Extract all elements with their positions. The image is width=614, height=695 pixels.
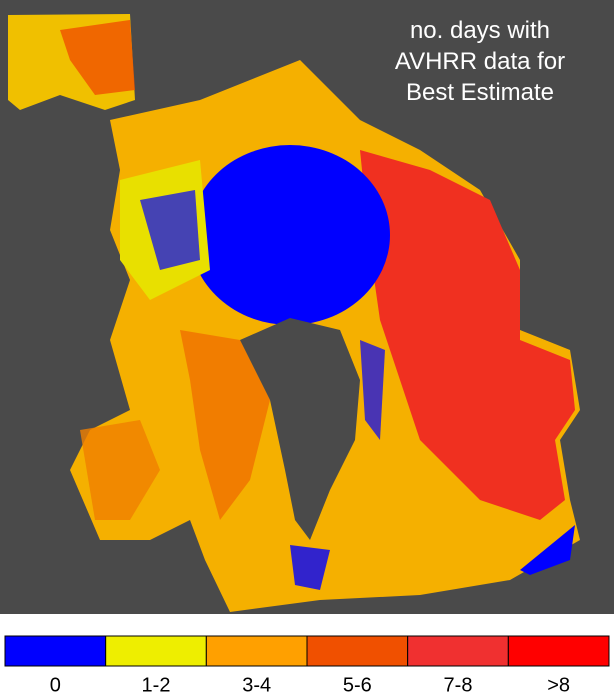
legend-label: 1-2 — [142, 674, 171, 695]
legend-label: 5-6 — [343, 674, 372, 695]
legend-swatch — [4, 635, 107, 667]
legend-swatch — [306, 635, 409, 667]
map-region — [290, 545, 330, 590]
map-region — [80, 420, 160, 520]
map-region — [140, 190, 200, 270]
legend-label: >8 — [547, 674, 570, 695]
legend: 0 1-2 3-4 5-6 7-8 >8 — [4, 635, 610, 695]
title-line: Best Estimate — [406, 79, 554, 106]
map-region — [360, 340, 385, 440]
legend-swatch — [205, 635, 308, 667]
title-line: no. days with — [410, 17, 550, 44]
map-region — [60, 20, 135, 95]
map-region — [180, 330, 270, 520]
legend-label: 7-8 — [444, 674, 473, 695]
map-land — [240, 318, 360, 540]
legend-label: 0 — [50, 674, 61, 695]
map-region — [190, 145, 390, 325]
legend-swatch — [105, 635, 207, 667]
legend-label: 3-4 — [242, 674, 271, 695]
map-region — [520, 525, 575, 575]
legend-swatch — [407, 635, 509, 667]
title-line: AVHRR data for — [395, 48, 565, 75]
map-region — [360, 150, 575, 520]
legend-swatch — [507, 635, 610, 667]
map-title: no. days with AVHRR data for Best Estimate — [395, 17, 565, 106]
